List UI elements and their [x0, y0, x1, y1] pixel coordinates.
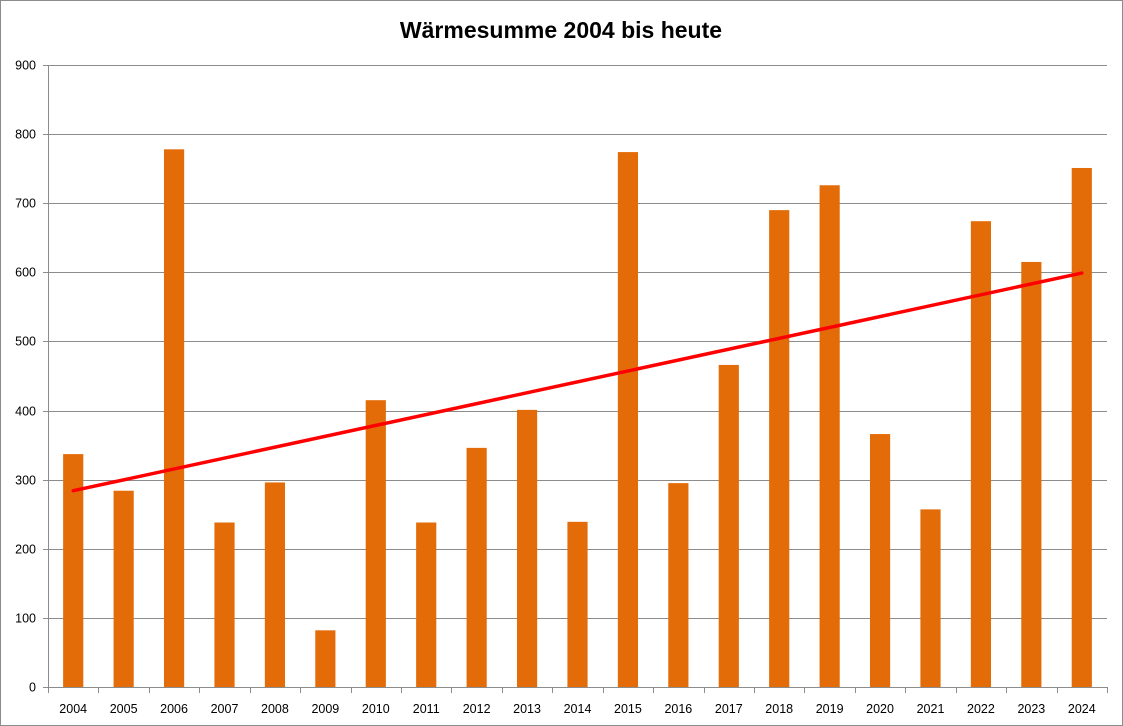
x-tick-label: 2006 [160, 702, 188, 716]
bar-2012 [466, 447, 487, 687]
x-tick-label: 2005 [110, 702, 138, 716]
x-tick-label: 2015 [614, 702, 642, 716]
bar-2009 [315, 630, 336, 687]
trendline-line [71, 271, 1084, 493]
y-tick-label: 0 [29, 681, 36, 695]
bar-2020 [869, 434, 891, 687]
bar-2011 [416, 522, 437, 687]
x-tick-label: 2014 [564, 702, 592, 716]
x-tick-label: 2012 [463, 702, 491, 716]
x-tick-label: 2017 [715, 702, 743, 716]
x-tick-label: 2008 [261, 702, 289, 716]
x-tick-label: 2011 [413, 702, 440, 716]
bar-2019 [819, 185, 840, 687]
x-tick-label: 2024 [1068, 702, 1096, 716]
chart-title: Wärmesumme 2004 bis heute [400, 17, 722, 43]
bar-2013 [516, 409, 538, 687]
y-tick-label: 900 [15, 59, 36, 73]
y-tick-label: 800 [15, 128, 36, 142]
y-tick-label: 300 [15, 474, 36, 488]
bar-2023 [1021, 261, 1042, 687]
x-tick-label: 2023 [1017, 702, 1045, 716]
axes [43, 65, 1108, 693]
bar-2004 [63, 454, 84, 687]
bar-2016 [668, 483, 689, 687]
x-tick-label: 2016 [664, 702, 692, 716]
x-tick-label: 2004 [59, 702, 87, 716]
bar-2007 [214, 522, 235, 687]
x-tick-label: 2010 [362, 702, 390, 716]
x-tick-label: 2018 [765, 702, 793, 716]
x-tick-label: 2021 [917, 702, 945, 716]
trendline [71, 271, 1084, 493]
bar-2022 [970, 221, 992, 688]
y-tick-label: 200 [15, 543, 36, 557]
bar-2018 [769, 210, 790, 687]
x-tick-label: 2007 [211, 702, 239, 716]
y-tick-label: 400 [15, 405, 36, 419]
bar-2021 [920, 509, 941, 687]
y-tick-label: 100 [15, 612, 36, 626]
x-tick-label: 2020 [866, 702, 894, 716]
bar-2024 [1071, 167, 1092, 687]
x-tick-label: 2009 [311, 702, 339, 716]
x-tick-labels: 2004 2005 2006 2007 2008 2009 2010 2011 2012 2013… [59, 702, 1095, 716]
x-tick-label: 2019 [816, 702, 844, 716]
x-tick-label: 2013 [513, 702, 541, 716]
bar-2010 [365, 400, 386, 687]
bars [63, 149, 1092, 688]
bar-2015 [617, 152, 639, 687]
bar-2005 [113, 490, 134, 687]
y-tick-label: 500 [15, 335, 36, 349]
y-tick-label: 700 [15, 197, 36, 211]
bar-2017 [718, 364, 739, 687]
x-tick-label: 2022 [967, 702, 995, 716]
y-tick-labels: 0 100 200 300 400 500 600 700 800 900 [15, 59, 36, 695]
bar-2014 [567, 521, 588, 687]
y-tick-label: 600 [15, 266, 36, 280]
bar-2006 [163, 149, 185, 687]
bar-2008 [264, 482, 286, 687]
